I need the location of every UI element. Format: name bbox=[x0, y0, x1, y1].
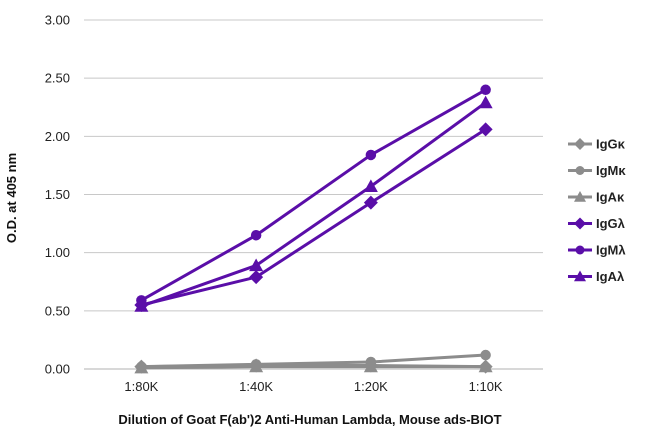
series-line bbox=[141, 365, 486, 370]
y-tick-label: 0.00 bbox=[45, 362, 70, 377]
series-IgMλ bbox=[136, 84, 491, 306]
grid bbox=[84, 19, 543, 312]
data-point bbox=[478, 95, 493, 109]
y-axis-title: O.D. at 405 nm bbox=[4, 153, 19, 243]
series-IgAλ bbox=[134, 95, 493, 312]
y-tick-label: 2.50 bbox=[45, 71, 70, 86]
data-point bbox=[363, 179, 378, 192]
y-tick-labels: 0.00 0.50 1.00 1.50 2.00 2.50 3.00 bbox=[45, 13, 70, 377]
data-point bbox=[478, 359, 493, 373]
data-point bbox=[249, 258, 264, 272]
x-tick-label: 1:20K bbox=[354, 379, 388, 394]
series-line bbox=[141, 353, 486, 369]
data-point bbox=[365, 149, 377, 161]
series-group bbox=[134, 84, 493, 374]
data-point bbox=[363, 195, 378, 210]
legend-label: IgMλ bbox=[596, 243, 626, 258]
data-point bbox=[478, 122, 493, 137]
series-IgGλ bbox=[134, 122, 493, 313]
legend-label: IgMκ bbox=[596, 163, 626, 178]
series-IgAκ bbox=[134, 359, 493, 374]
data-point bbox=[249, 270, 264, 285]
data-point bbox=[134, 360, 149, 374]
data-point bbox=[574, 138, 586, 150]
data-point bbox=[480, 84, 491, 96]
series-line bbox=[140, 101, 487, 308]
legend-label: IgGκ bbox=[596, 137, 626, 152]
x-tick-label: 1:10K bbox=[469, 379, 503, 394]
data-point bbox=[134, 299, 149, 312]
data-point bbox=[574, 217, 586, 230]
y-tick-label: 3.00 bbox=[45, 13, 70, 28]
y-tick-label: 0.50 bbox=[45, 303, 70, 318]
legend: IgGκ IgMκ IgAκ IgGλ IgMλ IgAλ bbox=[568, 137, 626, 284]
data-point bbox=[575, 245, 585, 255]
data-point bbox=[480, 349, 491, 361]
legend-item: IgGλ bbox=[568, 216, 626, 231]
data-point bbox=[363, 359, 378, 373]
x-axis-title: Dilution of Goat F(ab')2 Anti-Human Lamb… bbox=[118, 412, 501, 427]
data-point bbox=[574, 191, 586, 202]
x-tick-labels: 1:80K 1:40K 1:20K 1:10K bbox=[124, 379, 503, 394]
data-point bbox=[574, 270, 586, 282]
data-point bbox=[250, 229, 262, 241]
legend-item: IgMλ bbox=[568, 243, 626, 258]
data-point bbox=[575, 166, 585, 175]
data-point bbox=[249, 359, 264, 373]
y-tick-label: 1.50 bbox=[45, 187, 70, 202]
series-line bbox=[141, 128, 487, 307]
x-tick-label: 1:40K bbox=[239, 379, 273, 394]
legend-item: IgAλ bbox=[568, 269, 625, 284]
legend-label: IgGλ bbox=[596, 216, 626, 231]
x-tick-label: 1:80K bbox=[124, 379, 158, 394]
y-tick-label: 1.00 bbox=[45, 245, 70, 260]
y-tick-label: 2.00 bbox=[45, 129, 70, 144]
series-line bbox=[140, 88, 487, 302]
legend-item: IgGκ bbox=[568, 137, 626, 152]
legend-label: IgAκ bbox=[596, 190, 625, 205]
legend-label: IgAλ bbox=[596, 269, 625, 284]
legend-item: IgMκ bbox=[568, 163, 626, 178]
legend-item: IgAκ bbox=[568, 190, 625, 205]
